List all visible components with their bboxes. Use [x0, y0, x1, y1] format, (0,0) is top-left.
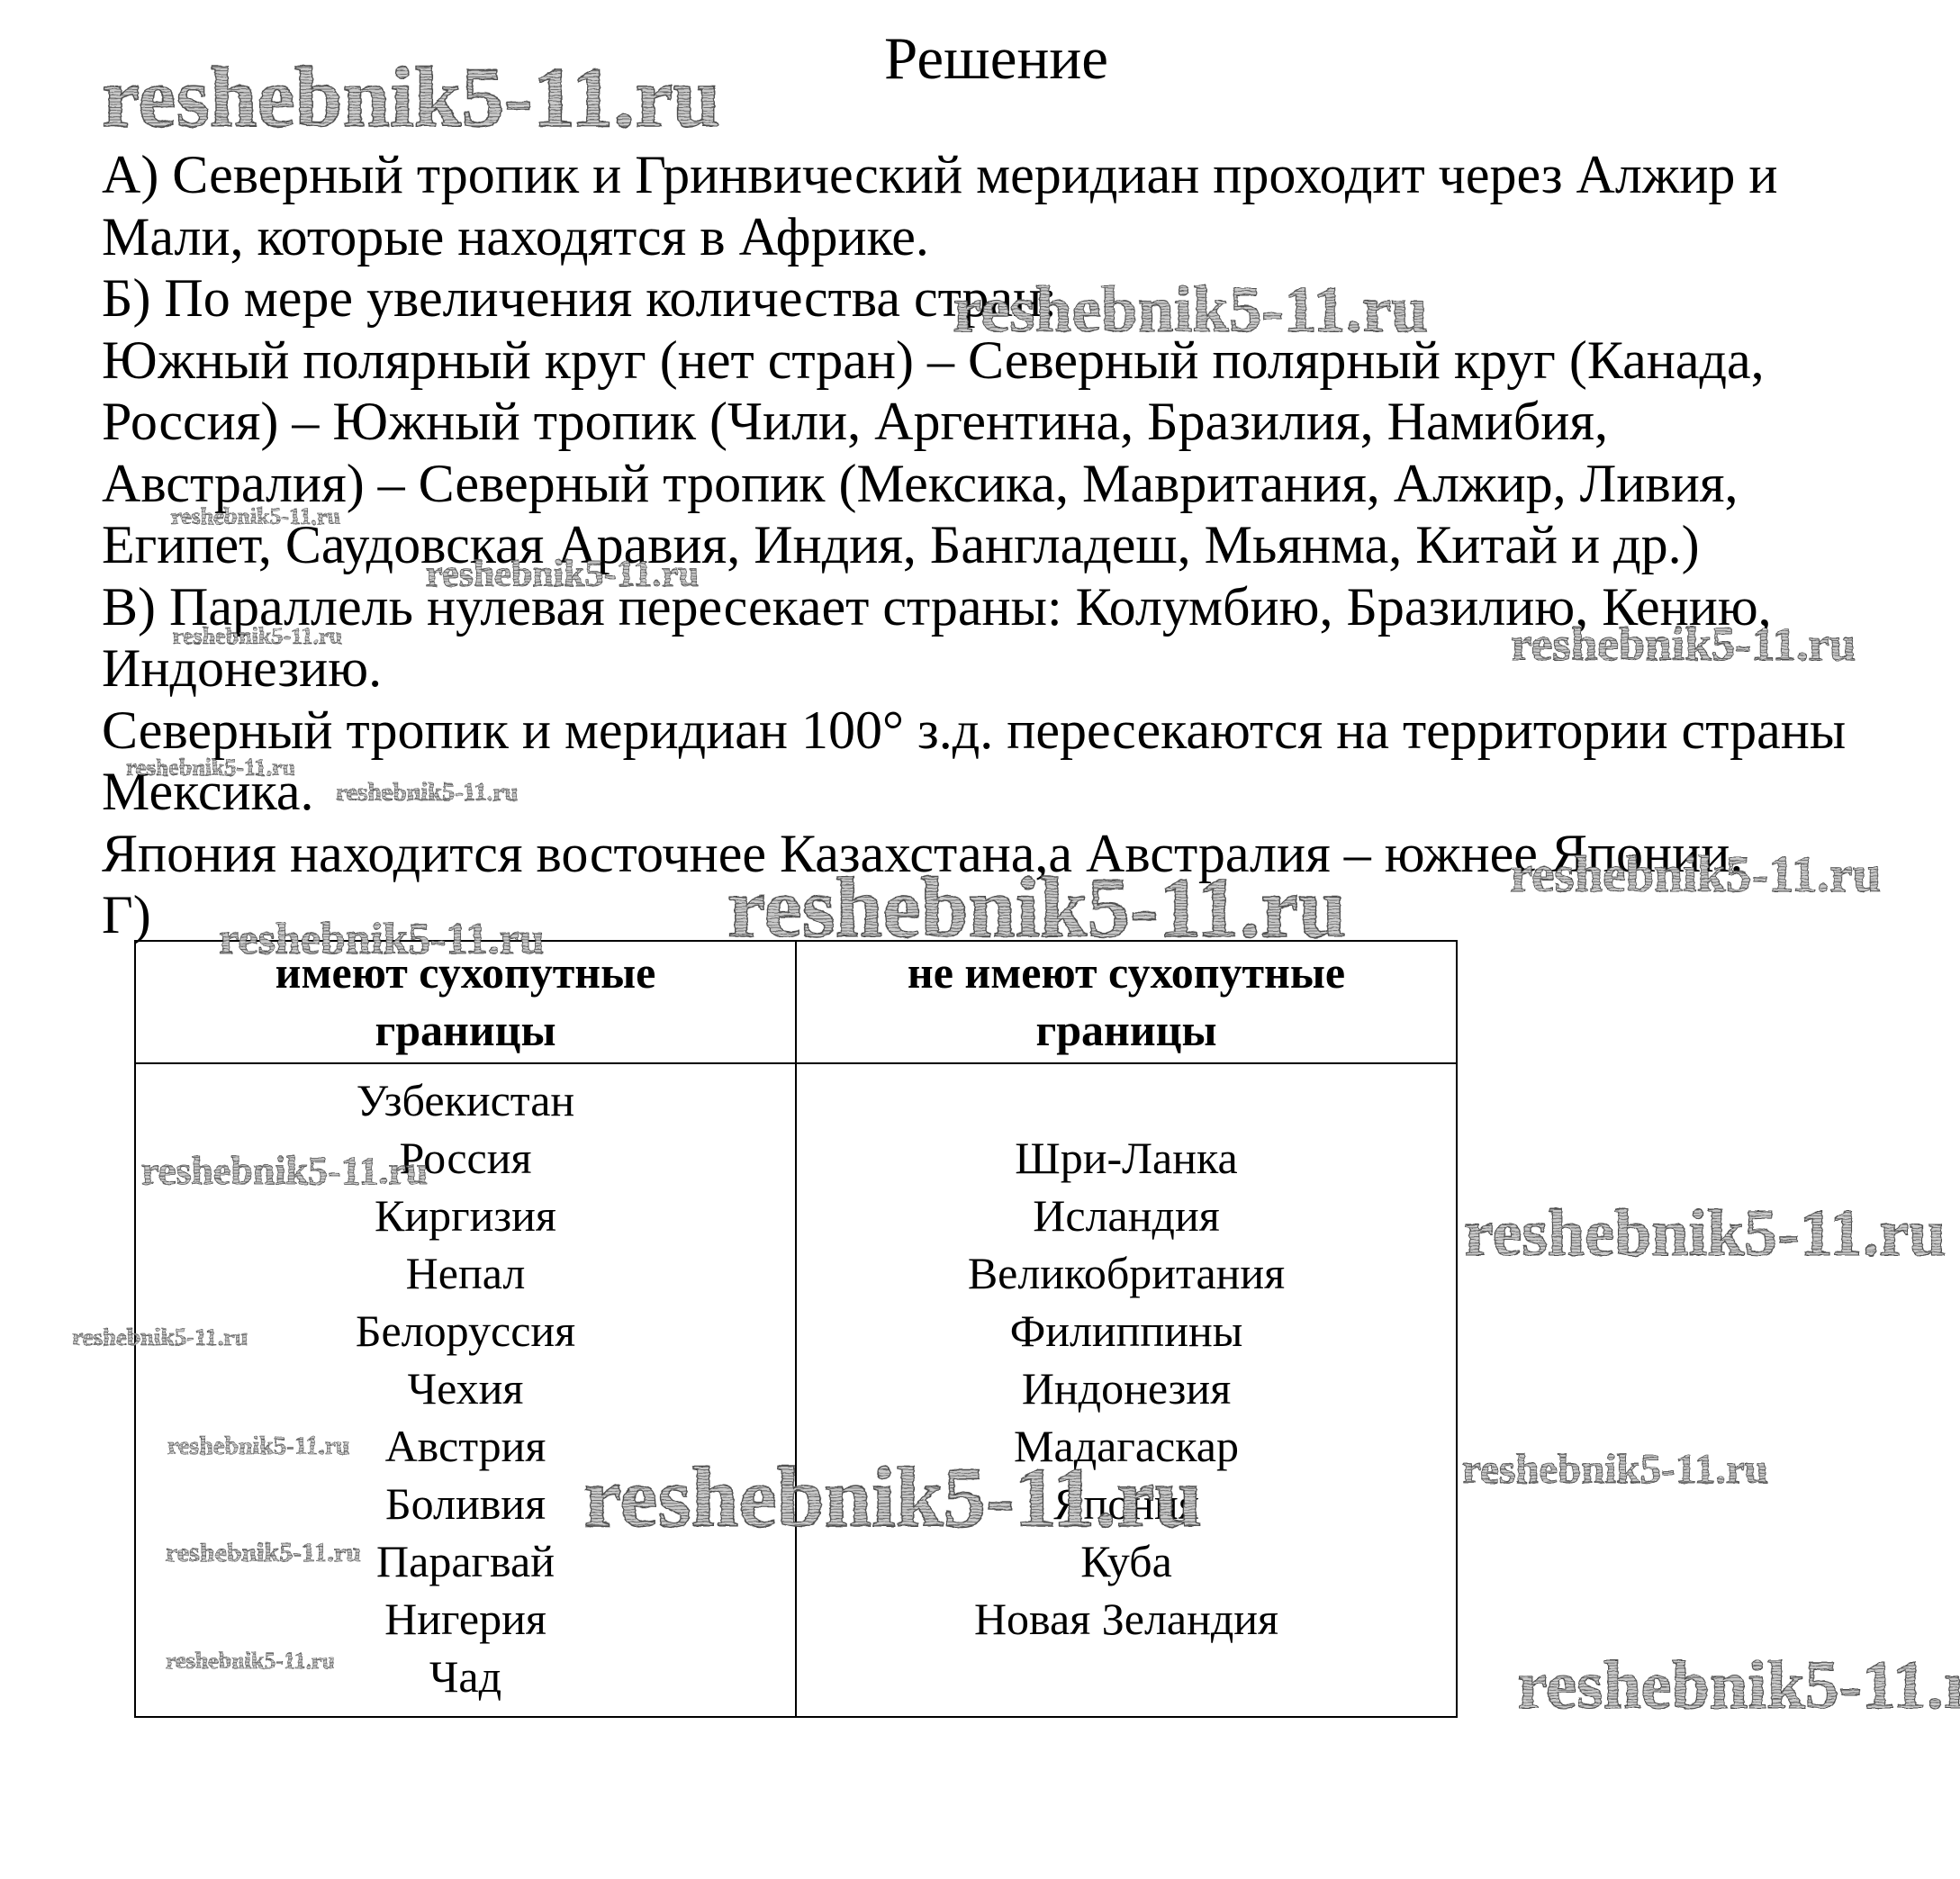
- svg-text:reshebnik5-11.ru: reshebnik5-11.ru: [1517, 1648, 1960, 1723]
- svg-text:reshebnik5-11.ru: reshebnik5-11.ru: [1462, 1446, 1768, 1493]
- svg-text:reshebnik5-11.ru: reshebnik5-11.ru: [1464, 1197, 1946, 1270]
